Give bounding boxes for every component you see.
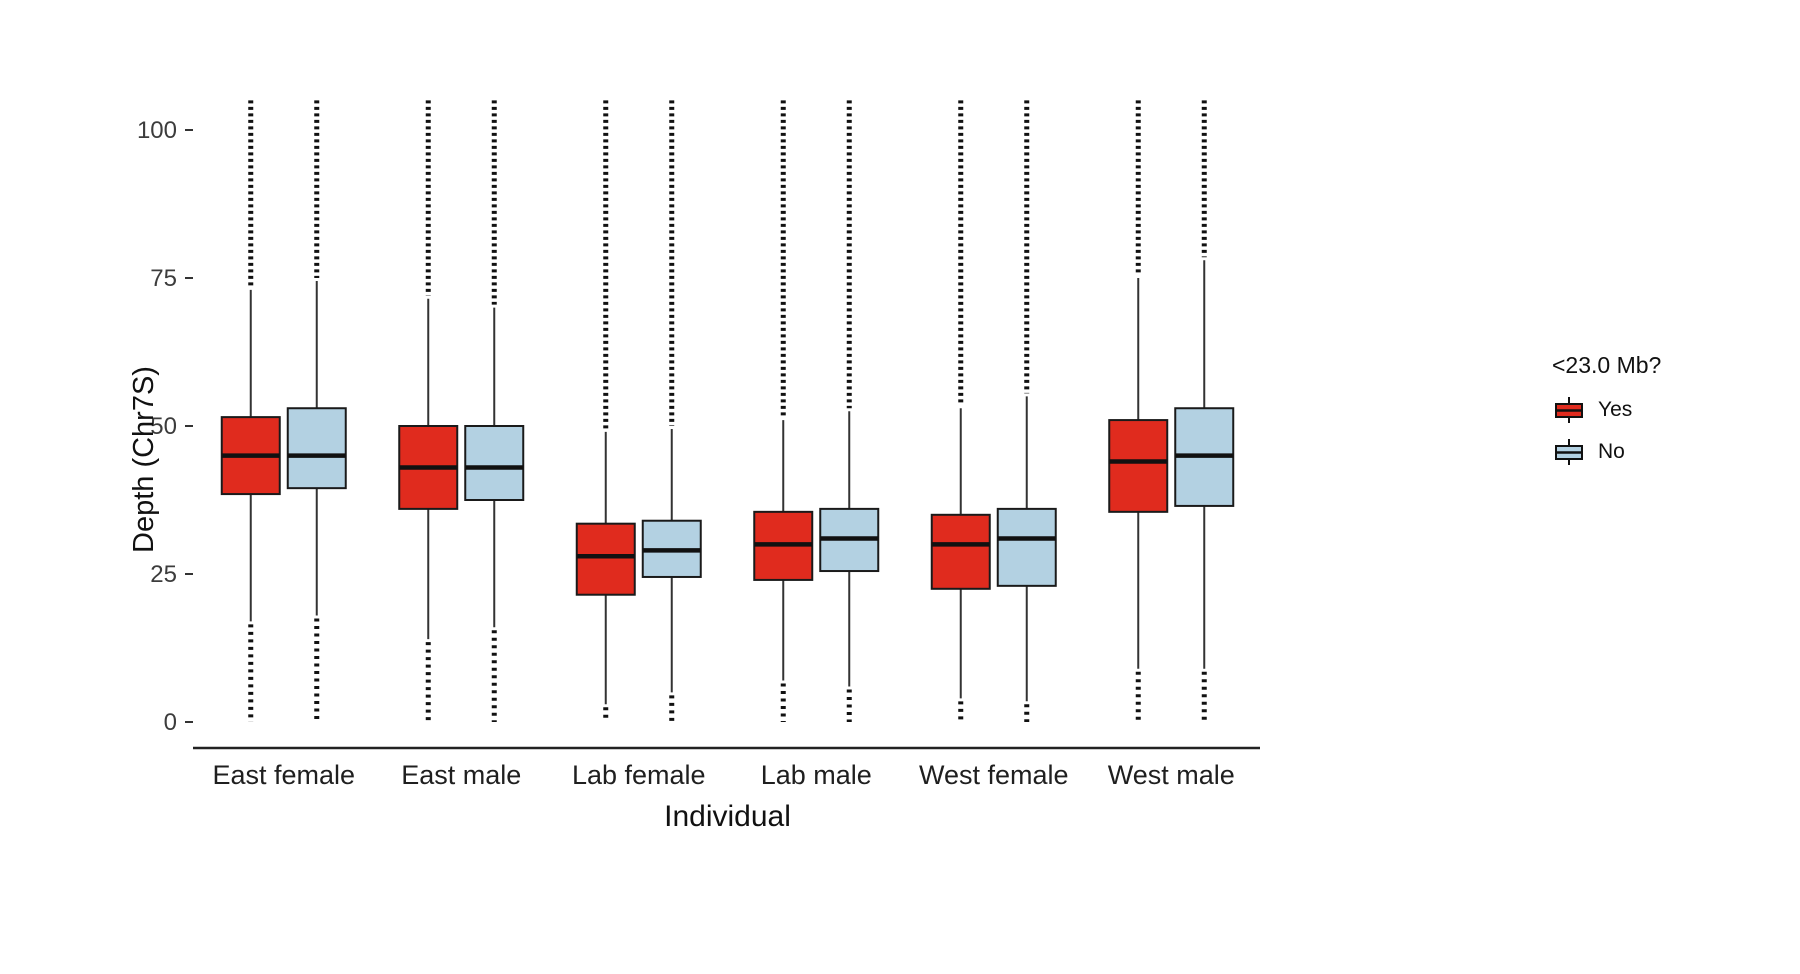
boxplot-key-icon <box>1555 439 1583 465</box>
svg-text:East female: East female <box>212 760 355 790</box>
svg-text:West male: West male <box>1108 760 1235 790</box>
svg-text:100: 100 <box>137 117 177 144</box>
legend-label-yes: Yes <box>1598 398 1633 421</box>
svg-text:0: 0 <box>164 709 177 736</box>
legend-entry-yes: Yes <box>1552 395 1661 425</box>
legend-entry-no: No <box>1552 437 1661 467</box>
svg-text:East male: East male <box>401 760 521 790</box>
legend-title: <23.0 Mb? <box>1552 352 1662 378</box>
svg-text:Lab female: Lab female <box>572 760 706 790</box>
svg-text:75: 75 <box>150 265 177 292</box>
x-axis-title: Individual <box>664 800 791 833</box>
legend-label-no: No <box>1598 440 1625 463</box>
y-axis-title: Depth (Chr7S) <box>128 366 160 553</box>
legend: <23.0 Mb? Yes No <box>1552 352 1661 479</box>
svg-text:Lab male: Lab male <box>761 760 872 790</box>
svg-text:25: 25 <box>150 561 177 588</box>
svg-text:50: 50 <box>150 413 177 440</box>
boxplot-key-icon <box>1555 397 1583 423</box>
svg-text:West female: West female <box>919 760 1069 790</box>
